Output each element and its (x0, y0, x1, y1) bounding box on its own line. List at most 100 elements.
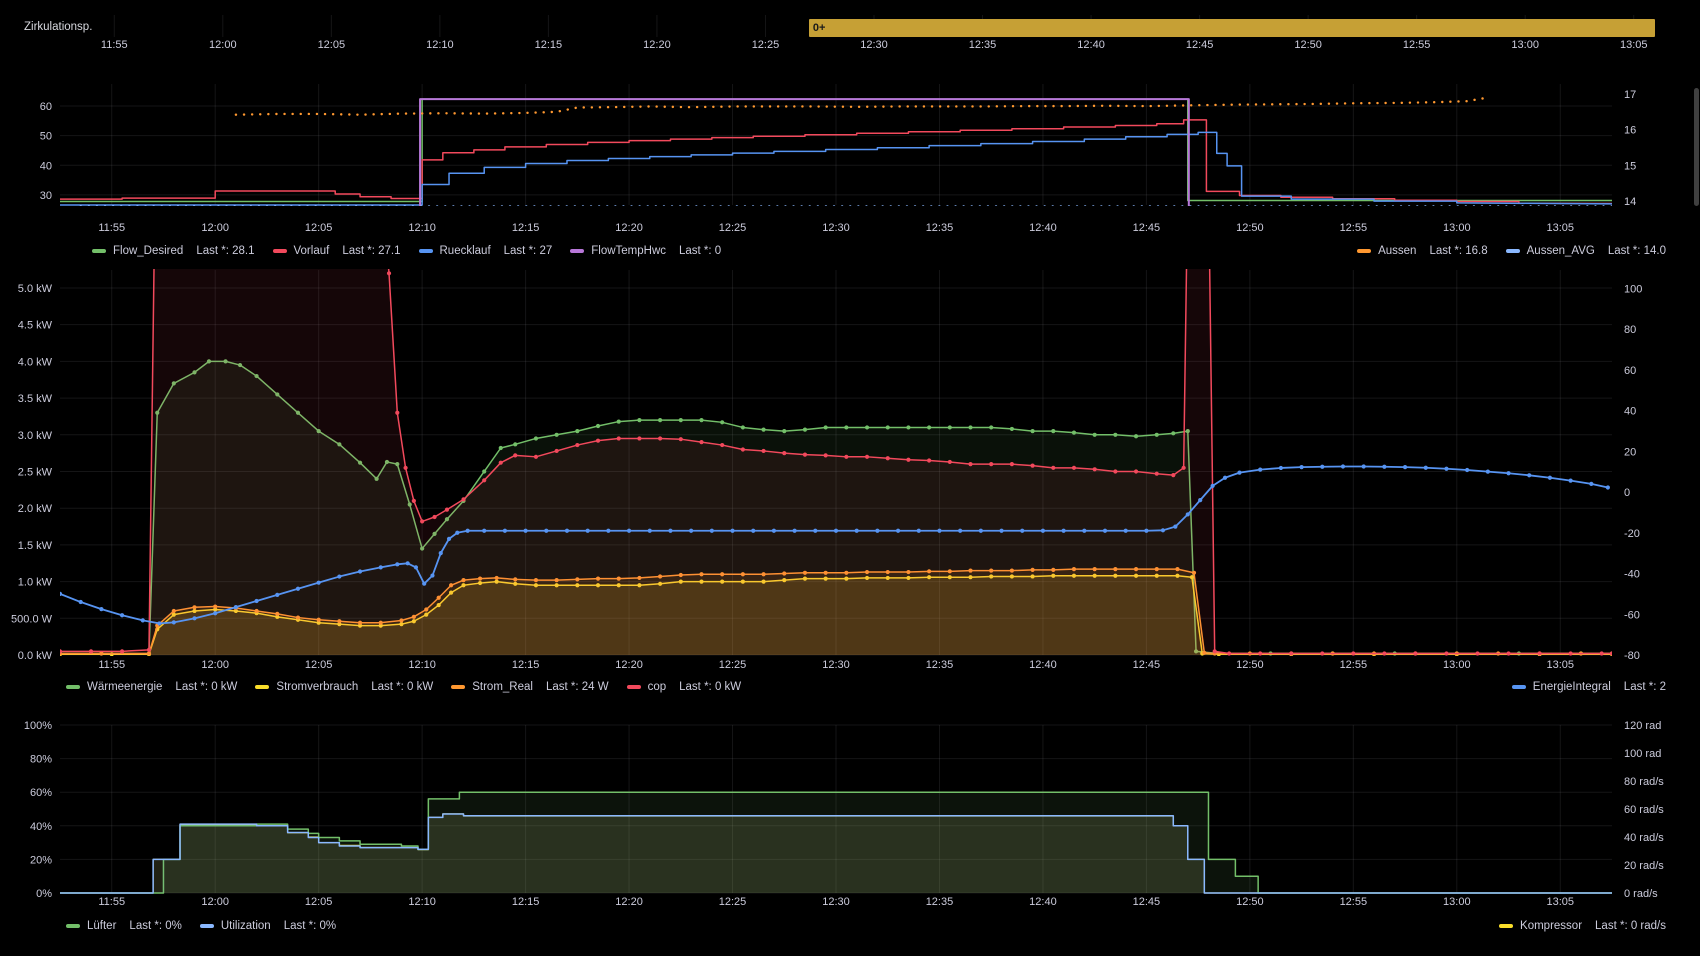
data-point-cop (403, 465, 408, 470)
data-point-Stromverbrauch (275, 614, 280, 619)
x-axis-tick-label: 13:00 (1511, 39, 1539, 51)
data-point-Strom_Real (1051, 567, 1056, 572)
x-axis-tick-label: 12:35 (926, 896, 954, 908)
data-point-cop (1113, 469, 1118, 474)
data-point-EnergieIntegral (60, 591, 63, 596)
data-point-Strom_Real (1191, 570, 1197, 575)
y-axis-tick-label-right: 80 rad/s (1624, 776, 1664, 788)
legend-item-FlowTempHwc[interactable]: FlowTempHwc Last *: 0 (570, 245, 721, 257)
data-point-EnergieIntegral (1020, 528, 1025, 533)
series-fill-Wärmeenergie (60, 361, 1612, 655)
data-point-cop (411, 498, 416, 503)
y-axis-tick-label-left: 50 (40, 131, 52, 143)
x-axis-tick-label: 12:20 (615, 222, 643, 234)
data-point-EnergieIntegral (916, 528, 921, 533)
y-axis-tick-label-left: 0.0 kW (18, 650, 53, 662)
data-point-cop (1212, 649, 1217, 654)
data-point-Strom_Real (1113, 567, 1118, 572)
legend-item-Flow_Desired[interactable]: Flow_Desired Last *: 28.1 (92, 245, 255, 257)
series-fill-Utilization (60, 814, 1612, 893)
legend-item-cop[interactable]: cop Last *: 0 kW (626, 681, 741, 693)
data-point-EnergieIntegral (1299, 465, 1304, 470)
legend-last-value: Last *: 0% (283, 920, 337, 932)
legend-item-Ruecklauf[interactable]: Ruecklauf Last *: 27 (418, 245, 553, 257)
y-axis-tick-label-right: -40 (1624, 569, 1640, 581)
x-axis-tick-label: 12:50 (1236, 222, 1264, 234)
legend-swatch (1499, 924, 1514, 928)
x-axis-tick-label: 12:40 (1029, 222, 1057, 234)
legend-item-EnergieIntegral[interactable]: EnergieIntegral Last *: 2 (1511, 681, 1666, 693)
data-point-Wärmeenergie (637, 418, 642, 423)
data-point-EnergieIntegral (1589, 481, 1594, 486)
legend-item-Strom_Real[interactable]: Strom_Real Last *: 24 W (451, 681, 609, 693)
data-point-cop (989, 462, 994, 467)
x-axis-tick-label: 12:55 (1340, 222, 1368, 234)
data-point-Stromverbrauch (720, 579, 725, 584)
legend-swatch (451, 685, 466, 689)
legend-item-Wärmeenergie[interactable]: Wärmeenergie Last *: 0 kW (66, 681, 237, 693)
legend-last-value: Last *: 0 (679, 245, 722, 257)
x-axis-tick-label: 13:00 (1443, 896, 1471, 908)
data-point-Strom_Real (761, 572, 766, 577)
data-point-Strom_Real (411, 614, 416, 619)
legend-item-Kompressor[interactable]: Kompressor Last *: 0 rad/s (1499, 920, 1666, 932)
data-point-Stromverbrauch (1133, 573, 1139, 578)
legend-series-name: EnergieIntegral (1532, 681, 1611, 693)
data-point-Strom_Real (357, 620, 363, 625)
legend-item-Stromverbrauch[interactable]: Stromverbrauch Last *: 0 kW (255, 681, 433, 693)
legend-series-name: cop (647, 681, 667, 693)
data-point-Strom_Real (637, 575, 642, 581)
legend-item-Vorlauf[interactable]: Vorlauf Last *: 27.1 (272, 245, 401, 257)
data-point-EnergieIntegral (99, 607, 104, 612)
data-point-cop (461, 497, 466, 502)
data-point-Wärmeenergie (885, 425, 890, 430)
data-point-EnergieIntegral (482, 528, 487, 533)
data-point-Wärmeenergie (420, 546, 425, 551)
data-point-EnergieIntegral (275, 592, 280, 597)
legend-item-Lüfter[interactable]: Lüfter Last *: 0% (66, 920, 182, 932)
y-axis-tick-label-right: 40 (1624, 406, 1636, 418)
data-point-EnergieIntegral (978, 528, 983, 533)
y-axis-tick-label-right: 100 (1624, 283, 1642, 295)
scrollbar[interactable] (1694, 88, 1699, 206)
y-axis-tick-label-right: 20 (1624, 446, 1636, 458)
data-point-Wärmeenergie (782, 429, 787, 434)
data-point-Wärmeenergie (395, 462, 400, 467)
y-axis-tick-label-right: -20 (1624, 528, 1640, 540)
data-point-EnergieIntegral (1102, 528, 1108, 533)
legend-last-value: Last *: 27 (503, 245, 553, 257)
x-axis-tick-label: 12:25 (719, 222, 747, 234)
x-axis-tick-label: 11:55 (98, 896, 125, 908)
legend-last-value: Last *: 0% (129, 920, 182, 932)
data-point-Strom_Real (1009, 568, 1014, 573)
data-point-Stromverbrauch (399, 622, 404, 627)
x-axis-tick-label: 12:45 (1133, 659, 1161, 671)
data-point-Wärmeenergie (384, 459, 390, 465)
data-point-EnergieIntegral (709, 528, 714, 533)
y-axis-tick-label-left: 1.5 kW (18, 540, 53, 552)
data-point-Wärmeenergie (595, 423, 601, 429)
legend-item-Aussen_AVG[interactable]: Aussen_AVG Last *: 14.0 (1505, 245, 1666, 257)
data-point-Strom_Real (720, 572, 725, 577)
data-point-Stromverbrauch (616, 583, 621, 588)
data-point-cop (420, 519, 425, 524)
x-axis-tick-label: 13:05 (1547, 659, 1575, 671)
y-axis-tick-label-left: 40% (30, 821, 52, 833)
data-point-EnergieIntegral (1210, 483, 1215, 488)
legend-swatch (1357, 249, 1372, 253)
legend-item-Aussen[interactable]: Aussen Last *: 16.8 (1357, 245, 1488, 257)
data-point-Stromverbrauch (864, 575, 870, 581)
data-point-EnergieIntegral (813, 528, 818, 533)
data-point-Wärmeenergie (1185, 429, 1190, 434)
legend-swatch (626, 685, 641, 689)
data-point-Strom_Real (275, 611, 280, 616)
data-point-EnergieIntegral (689, 528, 694, 533)
state-segment[interactable]: 0+ (808, 19, 1656, 37)
legend-item-Utilization[interactable]: Utilization Last *: 0% (199, 920, 337, 932)
data-point-Wärmeenergie (1071, 430, 1077, 435)
data-point-Strom_Real (146, 651, 152, 656)
data-point-Strom_Real (424, 607, 429, 612)
x-axis-tick-label: 12:55 (1340, 659, 1368, 671)
data-point-Wärmeenergie (407, 502, 412, 507)
